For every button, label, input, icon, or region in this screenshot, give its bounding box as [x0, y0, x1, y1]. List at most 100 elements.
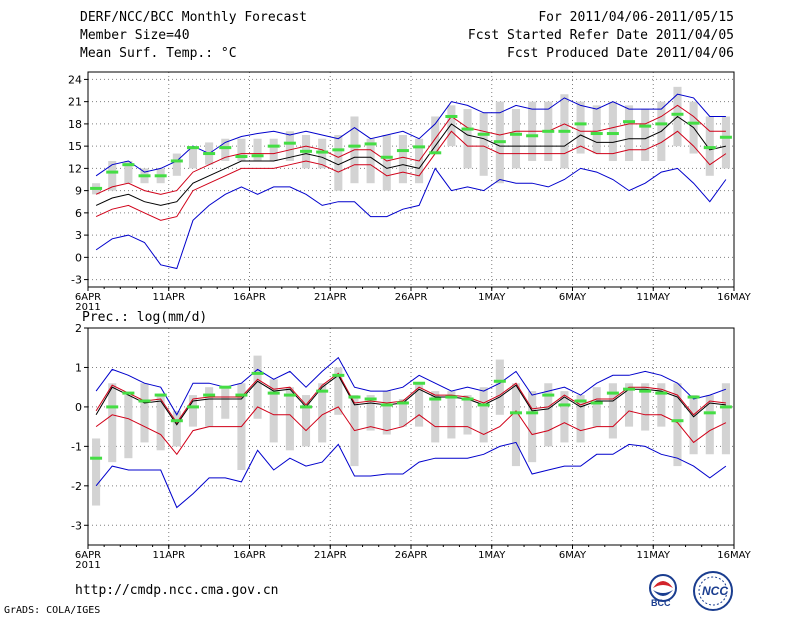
- forecast-produced-date: Fcst Produced Date 2011/04/06: [507, 46, 734, 61]
- spread-bar: [188, 395, 198, 427]
- observed-marker: [267, 391, 280, 395]
- spread-bar: [624, 383, 634, 427]
- bcc-logo-icon: [649, 574, 677, 602]
- spread-bar: [285, 131, 294, 161]
- observed-marker: [542, 129, 555, 133]
- observed-marker: [219, 146, 232, 150]
- observed-marker: [639, 389, 652, 393]
- observed-marker: [719, 405, 732, 409]
- y-tick-label: 1: [75, 361, 82, 374]
- observed-marker: [186, 146, 199, 150]
- x-tick-label: 26APR: [395, 550, 428, 561]
- observed-marker: [413, 145, 426, 149]
- x-tick-label: 6MAY: [559, 550, 587, 561]
- forecast-period: For 2011/04/06-2011/05/15: [538, 10, 734, 25]
- observed-marker: [332, 148, 345, 152]
- y-tick-label: 15: [68, 140, 82, 153]
- observed-marker: [348, 144, 361, 148]
- x-tick-label: 16APR: [233, 550, 266, 561]
- y-tick-label: -1: [71, 440, 82, 453]
- spread-bar: [721, 116, 730, 169]
- spread-bar: [269, 379, 278, 443]
- observed-marker: [590, 132, 603, 136]
- y-tick-label: -3: [71, 274, 82, 287]
- observed-marker: [445, 114, 458, 118]
- observed-marker: [719, 135, 732, 139]
- x-tick-label: 21APR: [314, 550, 347, 561]
- observed-marker: [493, 379, 506, 383]
- source-url[interactable]: http://cmdp.ncc.cma.gov.cn: [75, 583, 279, 598]
- ncc-logo-text: NCC: [702, 584, 728, 598]
- observed-marker: [122, 163, 135, 167]
- observed-marker: [380, 403, 393, 407]
- bcc-logo: BCC: [643, 572, 683, 610]
- observed-marker: [509, 411, 522, 415]
- y-tick-label: 2: [75, 322, 82, 335]
- spread-bar: [285, 387, 294, 451]
- x-tick-label: 21APR: [314, 292, 347, 303]
- spread-bar: [689, 395, 698, 455]
- observed-marker: [106, 170, 119, 174]
- y-tick-label: 18: [68, 118, 82, 131]
- x-tick-label: 11APR: [152, 292, 185, 303]
- spread-bar: [188, 146, 198, 169]
- spread-bar: [124, 160, 133, 184]
- ncc-logo-icon: [693, 571, 733, 611]
- spread-bar: [253, 355, 262, 419]
- observed-marker: [203, 393, 216, 397]
- observed-marker: [251, 371, 264, 375]
- observed-marker: [300, 405, 313, 409]
- spread-bar: [92, 438, 101, 506]
- observed-marker: [283, 141, 296, 145]
- spread-bar: [576, 101, 585, 154]
- spread-bar: [560, 391, 569, 443]
- observed-marker: [122, 391, 135, 395]
- chart-title: DERF/NCC/BCC Monthly Forecast: [80, 10, 307, 25]
- spread-bar: [592, 387, 601, 427]
- spread-bar: [382, 391, 391, 435]
- observed-marker: [203, 152, 216, 156]
- spread-bar: [592, 105, 601, 154]
- x-tick-label: 6APR: [75, 550, 101, 561]
- observed-marker: [364, 142, 377, 146]
- observed-marker: [364, 397, 377, 401]
- observed-marker: [574, 399, 587, 403]
- series-line-upper: [95, 104, 726, 195]
- spread-bar: [205, 387, 214, 427]
- spread-bar: [366, 138, 375, 184]
- spread-bar: [398, 399, 407, 427]
- observed-marker: [267, 144, 280, 148]
- forecast-started-date: Fcst Started Refer Date 2011/04/05: [467, 28, 734, 43]
- spread-bar: [253, 138, 262, 161]
- spread-bar: [463, 109, 472, 169]
- x-tick-label: 11MAY: [636, 292, 670, 303]
- spread-bar: [657, 383, 666, 427]
- spread-bar: [108, 383, 117, 463]
- spread-bar: [511, 383, 521, 467]
- spread-bar: [608, 383, 617, 439]
- y-tick-label: 3: [75, 229, 82, 242]
- series-line-max: [95, 93, 726, 177]
- observed-marker: [380, 155, 393, 159]
- observed-marker: [445, 395, 458, 399]
- bcc-logo-text: BCC: [651, 598, 671, 608]
- spread-bar: [431, 116, 440, 154]
- variable-label: Mean Surf. Temp.: °C: [80, 46, 237, 61]
- observed-marker: [413, 381, 426, 385]
- spread-bar: [366, 395, 375, 431]
- x-tick-label: 11APR: [152, 550, 185, 561]
- plot-frame: [87, 327, 735, 546]
- spread-bar: [334, 367, 343, 415]
- observed-marker: [477, 132, 490, 136]
- observed-marker: [526, 134, 539, 138]
- observed-marker: [542, 393, 555, 397]
- observed-marker: [90, 456, 103, 460]
- year-label: 2011: [75, 560, 100, 571]
- observed-marker: [687, 121, 700, 125]
- x-tick-label: 1MAY: [478, 292, 506, 303]
- observed-marker: [429, 397, 442, 401]
- spread-bar: [124, 395, 133, 459]
- observed-marker: [623, 387, 636, 391]
- observed-marker: [606, 132, 619, 136]
